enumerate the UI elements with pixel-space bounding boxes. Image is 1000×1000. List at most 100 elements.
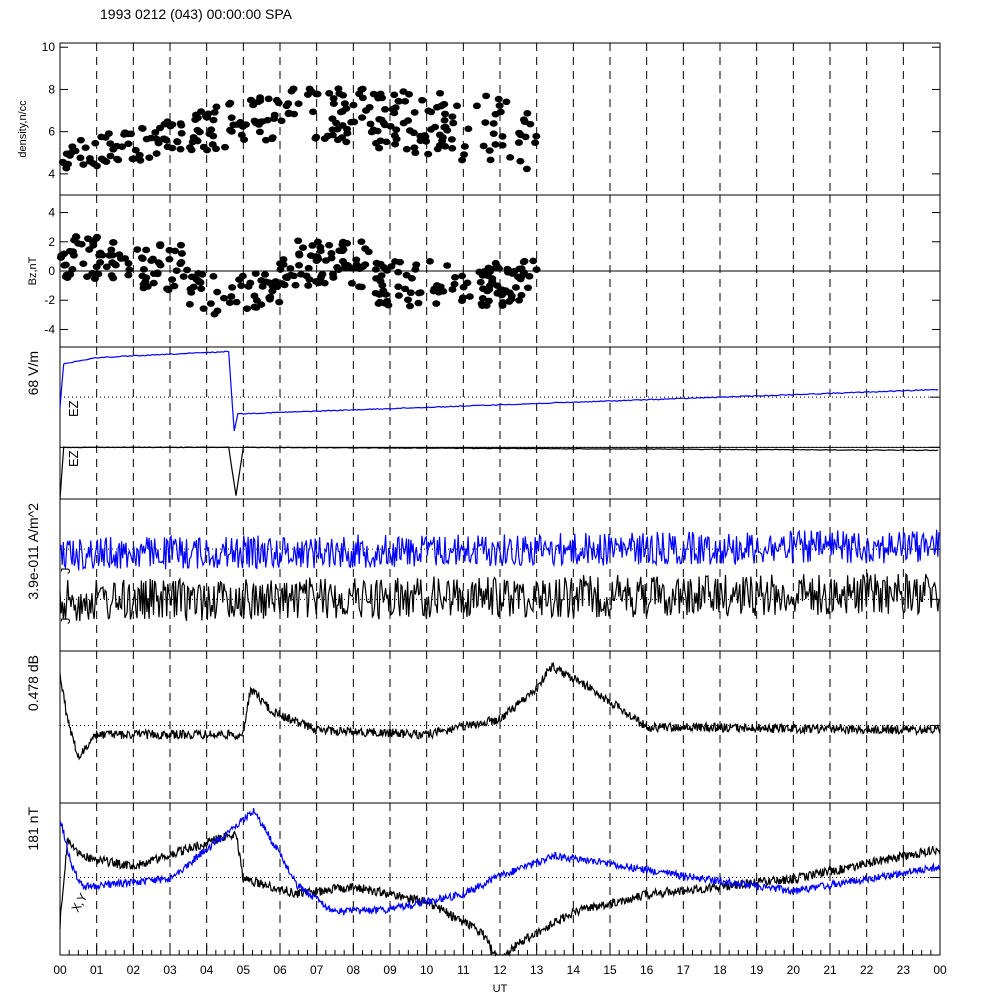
density-point xyxy=(392,135,401,143)
density-point xyxy=(131,146,140,154)
bz-point xyxy=(107,246,116,254)
bz-point xyxy=(508,270,517,277)
density-point xyxy=(240,136,249,143)
bz-point xyxy=(109,239,118,246)
density-point xyxy=(361,107,370,114)
bz-point xyxy=(338,257,347,265)
bz-point xyxy=(124,271,133,279)
bz-point xyxy=(488,278,497,285)
bz-point xyxy=(411,266,420,273)
density-point xyxy=(424,150,433,158)
bz-point xyxy=(314,279,323,287)
bz-point xyxy=(318,270,327,278)
density-point xyxy=(526,120,535,128)
bz-point xyxy=(117,255,126,262)
bz-tick-label: 2 xyxy=(48,235,55,249)
density-point xyxy=(255,128,264,136)
density-point xyxy=(390,109,399,117)
bz-point xyxy=(268,282,277,290)
bz-point xyxy=(476,278,485,286)
density-point xyxy=(343,129,352,137)
x-tick-label: 03 xyxy=(163,963,177,977)
bz-point xyxy=(209,273,218,280)
density-point xyxy=(411,149,420,157)
bz-point xyxy=(459,283,468,291)
x-tick-label: 09 xyxy=(383,963,397,977)
bz-point xyxy=(308,242,317,249)
bz-point xyxy=(450,280,459,288)
bz-point xyxy=(77,240,86,248)
bz-point xyxy=(478,302,487,310)
density-point xyxy=(91,139,100,147)
bz-point xyxy=(299,244,308,252)
bz-scatter xyxy=(56,233,541,318)
bz-point xyxy=(338,247,347,255)
density-point xyxy=(249,101,258,109)
density-point xyxy=(441,142,450,150)
bz-point xyxy=(511,284,520,291)
bz-point xyxy=(325,241,334,249)
density-point xyxy=(267,135,276,143)
density-point xyxy=(496,108,505,116)
bz-point xyxy=(406,289,415,297)
density-point xyxy=(313,90,322,98)
bz-tick-label: -2 xyxy=(44,293,55,307)
bz-point xyxy=(517,291,526,299)
bz-point xyxy=(187,289,196,296)
x-tick-label: 06 xyxy=(273,963,287,977)
density-point xyxy=(176,120,185,127)
density-point xyxy=(287,87,296,95)
density-point xyxy=(472,102,481,110)
x-tick-label: 15 xyxy=(603,963,617,977)
density-point xyxy=(523,109,532,117)
density-point xyxy=(358,94,367,102)
density-axis-label: density,n/cc xyxy=(17,100,29,158)
bz-point xyxy=(142,274,151,281)
density-point xyxy=(329,100,338,108)
density-point xyxy=(128,155,137,163)
bz-point xyxy=(147,257,156,264)
density-point xyxy=(262,136,271,144)
density-point xyxy=(58,158,67,166)
bz-point xyxy=(295,251,304,259)
bz-point xyxy=(228,284,237,291)
bz-point xyxy=(57,252,66,259)
bz-point xyxy=(213,288,222,296)
density-point xyxy=(151,129,160,136)
bz-point xyxy=(258,283,267,290)
bz-point xyxy=(251,270,260,277)
bz-point xyxy=(394,292,403,299)
bz-point xyxy=(347,279,356,287)
density-point xyxy=(333,136,342,144)
bz-point xyxy=(139,265,148,273)
x-tick-label: 01 xyxy=(90,963,104,977)
bz-point xyxy=(291,281,300,289)
density-point xyxy=(211,145,220,153)
bz-point xyxy=(238,272,247,280)
density-point xyxy=(481,119,490,126)
bz-point xyxy=(66,247,75,255)
density-point xyxy=(485,147,494,154)
bz-point xyxy=(294,237,303,245)
density-point xyxy=(328,131,337,139)
density-point xyxy=(256,97,265,104)
bz-point xyxy=(394,283,403,290)
density-point xyxy=(138,124,147,132)
density-point xyxy=(390,91,399,99)
bz-point xyxy=(344,262,353,269)
density-point xyxy=(264,95,273,103)
bz-point xyxy=(275,298,284,306)
density-point xyxy=(191,111,200,119)
density-point xyxy=(460,151,469,158)
db-black-trace xyxy=(59,661,941,761)
density-point xyxy=(391,104,400,111)
bz-point xyxy=(286,265,295,272)
density-point xyxy=(440,100,449,108)
density-point xyxy=(168,144,177,152)
density-point xyxy=(209,116,218,124)
bz-point xyxy=(164,286,173,294)
ez-blue-trace xyxy=(59,350,939,432)
bz-point xyxy=(339,238,348,246)
density-point xyxy=(441,110,450,118)
density-point xyxy=(221,143,230,151)
